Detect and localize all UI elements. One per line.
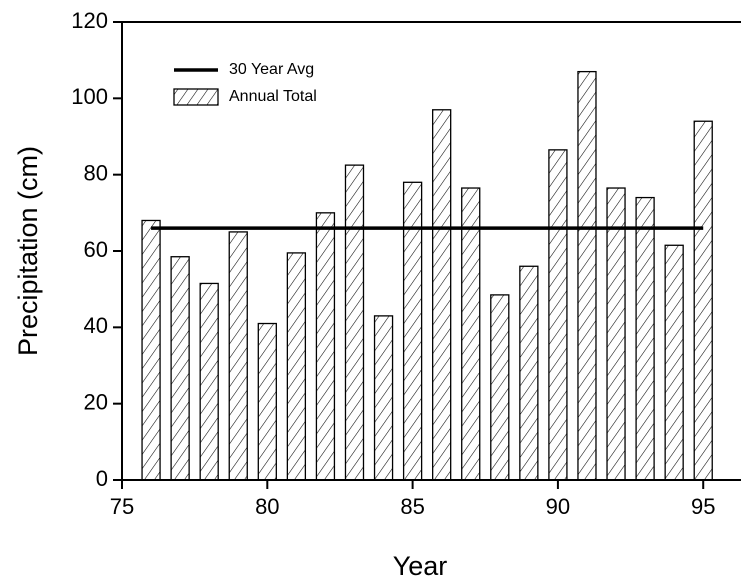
legend-label: 30 Year Avg (229, 61, 314, 78)
x-tick-label: 75 (110, 494, 134, 519)
x-tick-label: 95 (691, 494, 715, 519)
bar (141, 219, 161, 481)
bar (461, 187, 481, 481)
x-axis-label: Year (393, 551, 448, 581)
bar (286, 252, 307, 481)
y-tick-label: 60 (84, 237, 108, 262)
bar (519, 265, 539, 481)
bar (344, 164, 365, 481)
bar (170, 256, 190, 481)
bar (635, 196, 655, 481)
y-tick-label: 100 (71, 84, 108, 109)
x-tick-label: 80 (255, 494, 279, 519)
y-tick-label: 40 (84, 313, 108, 338)
bar (577, 70, 597, 481)
bar (228, 231, 248, 481)
bar (693, 120, 713, 481)
bar (432, 109, 452, 481)
bar (548, 149, 568, 481)
y-tick-label: 80 (84, 160, 108, 185)
y-tick-label: 0 (96, 466, 108, 491)
legend-label: Annual Total (229, 88, 317, 105)
bar (490, 294, 510, 481)
x-tick-label: 85 (400, 494, 424, 519)
x-tick-label: 90 (546, 494, 570, 519)
bar (373, 315, 394, 481)
bar (257, 322, 277, 481)
bar (606, 187, 626, 481)
bar (315, 212, 336, 481)
y-axis-label: Precipitation (cm) (13, 146, 43, 356)
legend-swatch (173, 88, 219, 106)
bar (199, 282, 219, 481)
bar (664, 244, 684, 481)
y-tick-label: 20 (84, 389, 108, 414)
y-tick-label: 120 (71, 8, 108, 33)
